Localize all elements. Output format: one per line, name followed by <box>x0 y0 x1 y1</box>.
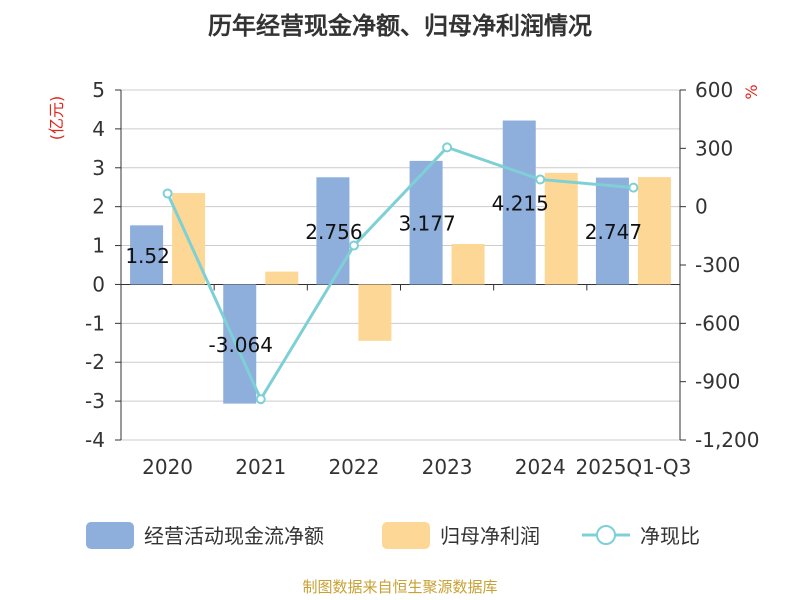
bar-net-profit <box>544 172 578 285</box>
ratio-point <box>535 174 546 185</box>
right-tick-label: 300 <box>695 136 733 160</box>
x-tick-label: 2022 <box>328 455 379 479</box>
data-label: 3.177 <box>398 212 455 236</box>
x-tick-label: 2021 <box>235 455 286 479</box>
legend-label: 归母净利润 <box>440 524 540 548</box>
x-tick-label: 2024 <box>515 455 566 479</box>
left-tick-label: -1 <box>85 311 105 335</box>
data-label: -3.064 <box>209 333 273 357</box>
ratio-line <box>162 142 639 405</box>
right-tick-label: -900 <box>695 370 740 394</box>
left-tick-label: -2 <box>85 350 105 374</box>
right-tick-label: 0 <box>695 195 708 219</box>
data-label: 4.215 <box>492 191 549 215</box>
left-tick-label: -3 <box>85 389 105 413</box>
bar-net-profit <box>265 271 299 285</box>
left-tick-label: 5 <box>92 78 105 102</box>
x-tick-label: 2023 <box>422 455 473 479</box>
right-tick-label: -600 <box>695 311 740 335</box>
bar-operating-cash-flow <box>223 284 257 404</box>
legend-ratio[interactable]: 净现比 <box>582 524 700 548</box>
right-tick-label: 600 <box>695 78 733 102</box>
data-label: 2.747 <box>585 220 642 244</box>
right-axis-unit: % <box>742 84 761 99</box>
legend-operating-cash-flow[interactable]: 经营活动现金流净额 <box>86 522 324 549</box>
left-tick-label: 1 <box>92 234 105 258</box>
data-label: 2.756 <box>305 220 362 244</box>
bar-net-profit <box>451 244 485 285</box>
bar-operating-cash-flow <box>130 225 164 285</box>
ratio-point <box>162 188 173 199</box>
legend-label: 经营活动现金流净额 <box>144 524 324 548</box>
left-tick-label: -4 <box>85 428 105 452</box>
bar-operating-cash-flow <box>316 177 350 285</box>
legend-swatch <box>382 522 430 549</box>
legend-swatch <box>86 522 134 549</box>
data-label: 1.52 <box>125 244 170 268</box>
left-tick-label: 3 <box>92 156 105 180</box>
source-note: 制图数据来自恒生聚源数据库 <box>302 578 497 596</box>
legend: 经营活动现金流净额 归母净利润 净现比 <box>86 522 700 549</box>
left-axis-unit: (亿元) <box>47 96 66 141</box>
legend-label: 净现比 <box>640 524 700 548</box>
bar-net-profit <box>637 177 671 285</box>
x-tick-label: 2020 <box>142 455 193 479</box>
ratio-point <box>442 142 453 153</box>
chart-title: 历年经营现金净额、归母净利润情况 <box>208 12 592 40</box>
legend-net-profit[interactable]: 归母净利润 <box>382 522 540 549</box>
ratio-point <box>628 182 639 193</box>
bar-operating-cash-flow <box>595 177 629 285</box>
right-tick-label: -300 <box>695 253 740 277</box>
x-tick-label: 2025Q1-Q3 <box>576 455 692 479</box>
legend-marker <box>596 525 616 545</box>
left-tick-label: 2 <box>92 195 105 219</box>
left-tick-label: 4 <box>92 117 105 141</box>
ratio-point <box>255 394 266 405</box>
ratio-line-path <box>166 145 634 403</box>
axes: 543210-1-2-3-46003000-300-600-900-1,2002… <box>85 78 759 479</box>
bar-net-profit <box>358 284 392 341</box>
data-labels: 1.52 -3.064 2.756 3.177 4.215 2.747 <box>125 191 642 357</box>
left-tick-label: 0 <box>92 272 105 296</box>
bar-operating-cash-flow <box>502 120 536 285</box>
ratio-point <box>348 240 359 251</box>
right-tick-label: -1,200 <box>695 428 759 452</box>
bars <box>130 120 671 404</box>
